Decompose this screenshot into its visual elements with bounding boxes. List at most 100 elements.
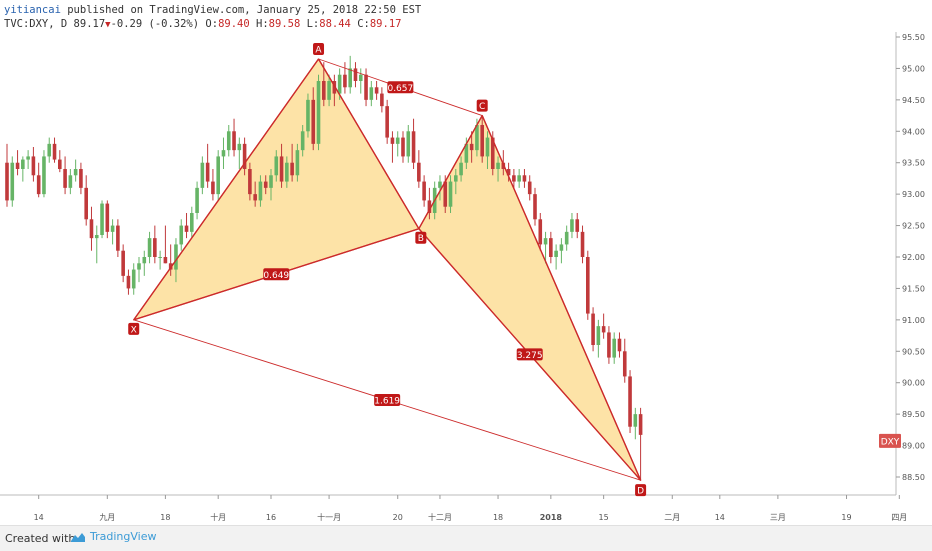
- x-tick-label: 14: [34, 513, 44, 522]
- candle: [570, 213, 574, 239]
- candle-body: [422, 181, 426, 201]
- candle-body: [21, 159, 25, 169]
- candle: [226, 125, 231, 157]
- candle: [290, 143, 294, 182]
- candle-body: [226, 131, 231, 151]
- x-tick-label: 三月: [770, 513, 786, 522]
- candle: [179, 219, 184, 251]
- candle-body: [137, 263, 141, 270]
- candle-body: [612, 338, 616, 358]
- candle-body: [10, 162, 15, 201]
- candle: [295, 143, 300, 182]
- candle: [190, 206, 194, 239]
- candle-body: [205, 162, 210, 182]
- candle-body: [242, 143, 247, 169]
- pattern-point-b: B: [415, 231, 427, 244]
- candle: [300, 125, 305, 157]
- candle: [549, 231, 553, 264]
- candle-body: [190, 213, 194, 232]
- candle: [601, 313, 606, 339]
- y-tick-label: 91.00: [902, 316, 925, 325]
- candle: [142, 250, 147, 276]
- candle: [158, 250, 162, 270]
- candle-body: [131, 269, 136, 289]
- candle-body: [332, 81, 337, 94]
- candle-body: [559, 244, 564, 251]
- x-tick-label: 十二月: [428, 512, 452, 522]
- ratio-label-bg: [387, 81, 414, 94]
- candle-body: [253, 194, 257, 201]
- candle-body: [464, 143, 469, 163]
- x-tick-label: 16: [266, 513, 276, 522]
- candle-body: [448, 181, 453, 207]
- candle: [5, 143, 9, 207]
- candle-body: [311, 99, 316, 144]
- candle-body: [174, 244, 178, 270]
- candle-body: [126, 275, 131, 289]
- candle-body: [480, 125, 484, 157]
- candle-body: [401, 137, 405, 157]
- candle-body: [369, 87, 374, 100]
- candle-body: [237, 143, 242, 151]
- candle: [211, 169, 215, 201]
- candle-body: [300, 131, 305, 151]
- candle: [586, 250, 590, 320]
- candle: [221, 137, 226, 169]
- candle: [52, 137, 57, 163]
- candle: [401, 131, 405, 163]
- last-price: 89.17: [73, 18, 106, 30]
- candle: [380, 87, 384, 113]
- candle-body: [58, 159, 62, 169]
- tradingview-brand[interactable]: TradingView: [70, 530, 156, 543]
- candle: [216, 150, 220, 201]
- brand-name: TradingView: [90, 530, 157, 543]
- author-link[interactable]: yitiancai: [4, 4, 61, 16]
- candle-body: [211, 181, 215, 195]
- candle: [26, 150, 30, 169]
- point-label-bg: [415, 231, 427, 244]
- candle-body: [475, 125, 479, 151]
- point-label-text: C: [479, 102, 485, 112]
- close-value: 89.17: [369, 18, 402, 30]
- candle-body: [163, 257, 168, 264]
- price-chart[interactable]: 88.50 89.00 89.50 90.00 90.50 91.00 91.50 92.00…: [0, 0, 932, 525]
- candle-body: [506, 169, 511, 176]
- candle-body: [353, 68, 358, 81]
- candle-body: [490, 137, 495, 169]
- candle: [131, 263, 136, 295]
- candle-body: [258, 181, 263, 201]
- candle: [79, 162, 83, 195]
- candle: [116, 219, 120, 257]
- candle-body: [438, 181, 442, 188]
- candle: [263, 175, 268, 195]
- point-label-text: D: [637, 487, 644, 497]
- candle: [622, 338, 627, 383]
- point-label-bg: [635, 484, 647, 497]
- x-tick-label: 18: [160, 513, 170, 522]
- candle: [200, 156, 205, 195]
- candle: [15, 150, 20, 176]
- candle: [42, 150, 46, 198]
- candle-body: [586, 257, 590, 314]
- ratio-label-text: 0.649: [263, 271, 289, 281]
- candle: [327, 74, 331, 107]
- y-tick-label: 90.50: [902, 347, 925, 356]
- point-label-text: B: [418, 234, 424, 244]
- candle: [538, 213, 543, 251]
- candle-body: [84, 187, 88, 220]
- candle: [469, 131, 474, 163]
- candle-body: [533, 194, 537, 220]
- candle: [612, 332, 616, 364]
- x-tick-label: 十一月: [317, 512, 341, 522]
- candle-body: [15, 162, 20, 169]
- open-value: 89.40: [218, 18, 250, 30]
- candle-body: [527, 181, 532, 195]
- y-tick-label: 89.50: [902, 410, 925, 419]
- candle: [628, 370, 632, 433]
- candle-body: [459, 162, 463, 176]
- candle: [364, 68, 368, 107]
- candle: [417, 150, 421, 188]
- candle-body: [221, 150, 226, 157]
- x-tick-label: 九月: [99, 513, 115, 522]
- candle: [274, 150, 279, 182]
